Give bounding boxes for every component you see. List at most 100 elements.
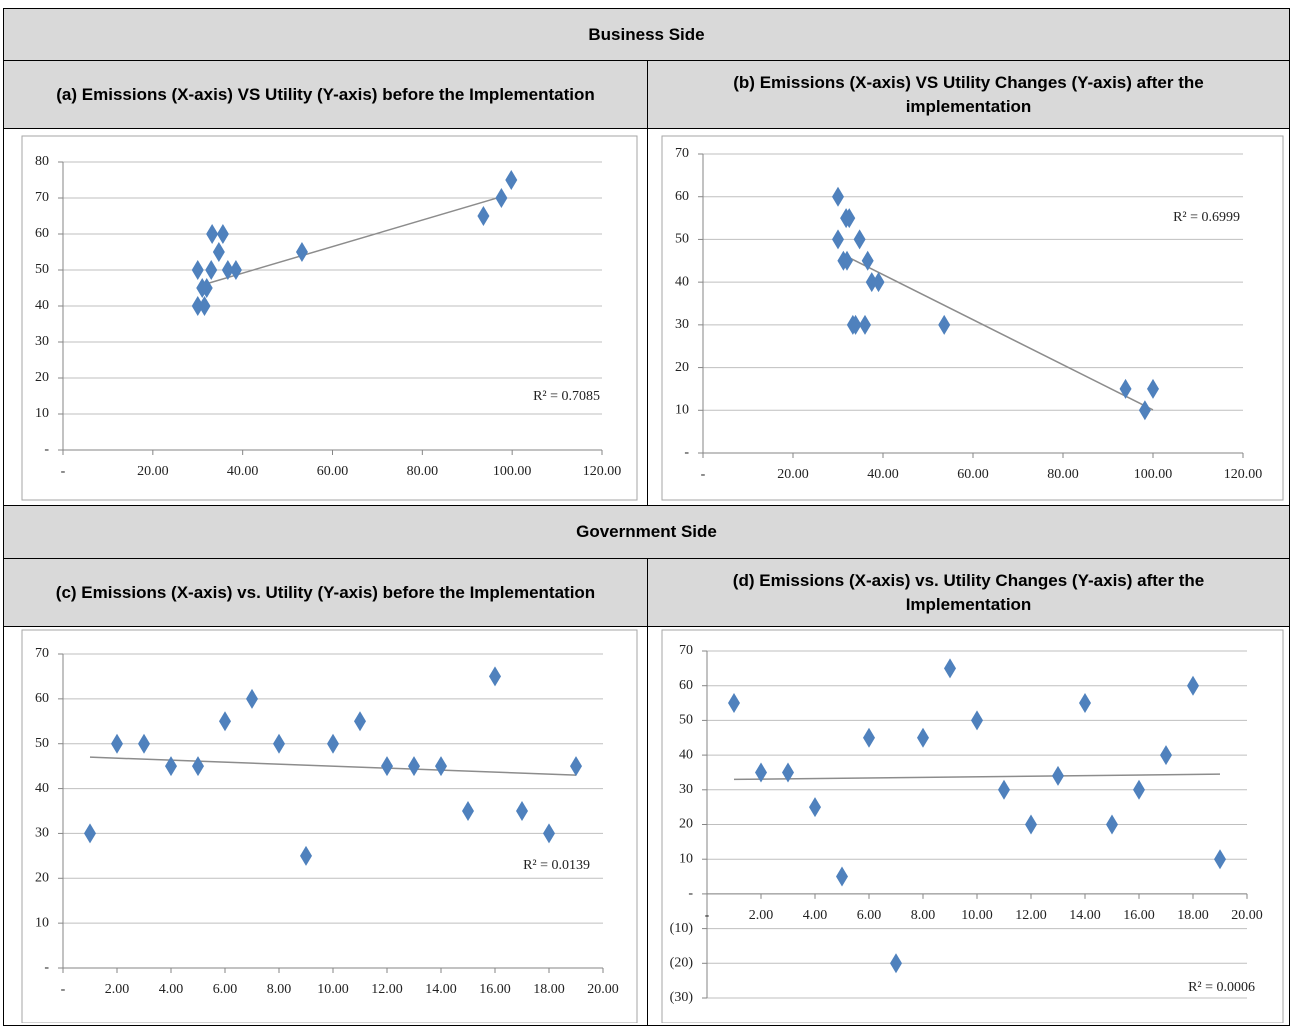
marker: [495, 188, 508, 208]
x-tick-label: 20.00: [587, 982, 619, 997]
x-tick-label: 10.00: [317, 982, 349, 997]
marker: [853, 229, 866, 250]
x-tick-label: 100.00: [493, 464, 532, 479]
y-tick-label: (20): [670, 956, 694, 971]
x-tick-label: -: [701, 467, 706, 482]
marker: [570, 756, 582, 777]
marker: [229, 260, 242, 280]
x-tick-label: 12.00: [1015, 908, 1047, 923]
chart-frame: [661, 629, 1284, 1023]
marker: [477, 206, 490, 226]
marker: [917, 727, 929, 748]
chart-frame: [661, 135, 1284, 501]
marker: [938, 314, 951, 335]
trendline: [89, 756, 577, 776]
marker: [205, 260, 218, 280]
section-title: Business Side: [3, 8, 1290, 61]
marker: [273, 733, 285, 754]
y-tick-label: 50: [675, 232, 689, 247]
x-tick-label: 10.00: [961, 908, 993, 923]
y-tick-label: 10: [675, 403, 689, 418]
x-tick-label: 14.00: [1069, 908, 1101, 923]
x-tick-label: 14.00: [425, 982, 457, 997]
y-tick-label: 70: [35, 646, 49, 661]
x-tick-label: 20.00: [137, 464, 169, 479]
trendline: [204, 195, 504, 286]
marker: [836, 866, 848, 887]
y-tick-label: 40: [35, 781, 49, 796]
marker: [809, 797, 821, 818]
marker: [998, 779, 1010, 800]
marker: [219, 711, 231, 732]
marker: [832, 186, 844, 207]
marker: [1106, 814, 1118, 835]
x-tick-label: 16.00: [1123, 908, 1155, 923]
caption: (b) Emissions (X-axis) VS Utility Change…: [647, 60, 1290, 129]
marker: [111, 733, 123, 754]
x-tick-label: 12.00: [371, 982, 403, 997]
marker: [782, 762, 794, 783]
marker: [971, 710, 983, 731]
x-tick-label: 6.00: [857, 908, 882, 923]
marker: [206, 224, 219, 244]
x-tick-label: -: [61, 464, 66, 479]
marker: [1025, 814, 1037, 835]
annotation: R² = 0.0139: [523, 858, 590, 873]
x-tick-label: 80.00: [407, 464, 439, 479]
marker: [246, 688, 258, 709]
y-tick-label: 20: [679, 817, 693, 832]
x-tick-label: 6.00: [213, 982, 238, 997]
marker: [859, 314, 871, 335]
marker: [516, 801, 528, 821]
y-tick-label: 30: [35, 826, 49, 841]
x-tick-label: 120.00: [583, 464, 622, 479]
y-tick-label: -: [44, 442, 49, 457]
y-tick-label: 40: [35, 298, 49, 313]
caption: (a) Emissions (X-axis) VS Utility (Y-axi…: [3, 60, 648, 129]
x-tick-label: 20.00: [1231, 908, 1263, 923]
annotation: R² = 0.0006: [1188, 980, 1255, 995]
marker: [505, 170, 518, 190]
marker: [1079, 693, 1091, 714]
marker: [212, 242, 225, 262]
marker: [381, 756, 393, 777]
marker: [944, 658, 956, 679]
x-tick-label: -: [61, 982, 66, 997]
x-tick-label: 100.00: [1134, 467, 1173, 482]
x-tick-label: 40.00: [867, 467, 899, 482]
chart-frame: [21, 135, 638, 501]
x-tick-label: 4.00: [803, 908, 828, 923]
marker: [1147, 378, 1159, 399]
marker: [890, 953, 902, 974]
y-tick-label: 70: [675, 146, 689, 161]
marker: [408, 756, 420, 777]
caption: (c) Emissions (X-axis) vs. Utility (Y-ax…: [3, 558, 648, 627]
marker: [489, 666, 501, 687]
marker: [543, 823, 555, 844]
y-tick-label: -: [688, 886, 693, 901]
marker: [295, 242, 308, 262]
trendline: [733, 773, 1221, 781]
marker: [865, 272, 878, 293]
y-tick-label: 30: [679, 782, 693, 797]
marker: [84, 823, 96, 844]
annotation: R² = 0.7085: [533, 389, 600, 404]
marker: [200, 278, 213, 298]
y-tick-label: 10: [35, 915, 49, 930]
x-tick-label: 40.00: [227, 464, 259, 479]
y-tick-label: 70: [35, 190, 49, 205]
marker: [327, 733, 339, 754]
y-tick-label: 50: [35, 736, 49, 751]
y-tick-label: -: [44, 960, 49, 975]
y-tick-label: 60: [35, 226, 49, 241]
marker: [221, 260, 234, 280]
x-tick-label: 8.00: [911, 908, 936, 923]
y-tick-label: 50: [679, 713, 693, 728]
x-tick-label: 2.00: [105, 982, 130, 997]
marker: [462, 801, 474, 821]
y-tick-label: 40: [679, 747, 693, 762]
x-tick-label: 60.00: [317, 464, 349, 479]
marker: [755, 762, 767, 783]
y-tick-label: 30: [675, 317, 689, 332]
